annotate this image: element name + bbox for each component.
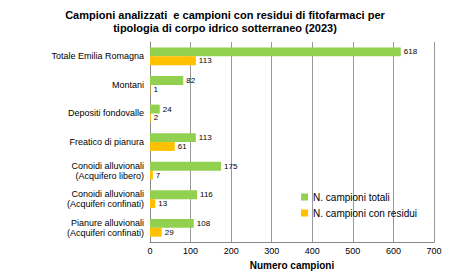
svg-text:100: 100 xyxy=(183,246,198,256)
svg-text:300: 300 xyxy=(264,246,279,256)
svg-text:700: 700 xyxy=(426,246,441,256)
svg-text:(Acquifero libero): (Acquifero libero) xyxy=(75,171,144,181)
svg-text:N. campioni totali: N. campioni totali xyxy=(313,192,390,203)
svg-text:Montani: Montani xyxy=(112,80,144,90)
svg-text:2: 2 xyxy=(154,113,159,122)
svg-text:tipologia di corpo idrico sott: tipologia di corpo idrico sotterraneo (2… xyxy=(113,22,337,34)
svg-text:(Acquiferi confinati): (Acquiferi confinati) xyxy=(67,199,144,209)
svg-text:113: 113 xyxy=(199,56,212,65)
svg-text:82: 82 xyxy=(186,76,195,85)
svg-text:Campioni analizzati e campion: Campioni analizzati e campioni con resid… xyxy=(65,9,385,21)
svg-text:Totale Emilia Romagna: Totale Emilia Romagna xyxy=(51,51,144,61)
svg-text:24: 24 xyxy=(163,105,172,114)
svg-text:61: 61 xyxy=(178,142,187,151)
svg-text:200: 200 xyxy=(224,246,239,256)
svg-text:(Acquiferi confinati): (Acquiferi confinati) xyxy=(67,228,144,238)
svg-text:500: 500 xyxy=(345,246,360,256)
svg-text:618: 618 xyxy=(404,47,418,56)
svg-text:1: 1 xyxy=(153,85,158,94)
svg-text:13: 13 xyxy=(158,199,167,208)
svg-text:7: 7 xyxy=(156,171,161,180)
svg-text:0: 0 xyxy=(147,246,152,256)
svg-text:175: 175 xyxy=(224,162,238,171)
svg-text:29: 29 xyxy=(165,228,174,237)
svg-text:Numero campioni: Numero campioni xyxy=(250,260,335,271)
svg-text:116: 116 xyxy=(200,190,213,199)
svg-text:Pianure alluvionali: Pianure alluvionali xyxy=(71,218,144,228)
svg-text:Conoidi alluvionali: Conoidi alluvionali xyxy=(71,189,144,199)
svg-text:Conoidi alluvionali: Conoidi alluvionali xyxy=(71,161,144,171)
svg-text:Freatico di pianura: Freatico di pianura xyxy=(69,137,144,147)
svg-text:Depositi fondovalle: Depositi fondovalle xyxy=(68,108,144,118)
svg-text:113: 113 xyxy=(199,133,212,142)
svg-text:600: 600 xyxy=(386,246,401,256)
svg-text:108: 108 xyxy=(197,219,211,228)
svg-text:400: 400 xyxy=(305,246,320,256)
svg-text:N. campioni con residui: N. campioni con residui xyxy=(313,208,417,219)
